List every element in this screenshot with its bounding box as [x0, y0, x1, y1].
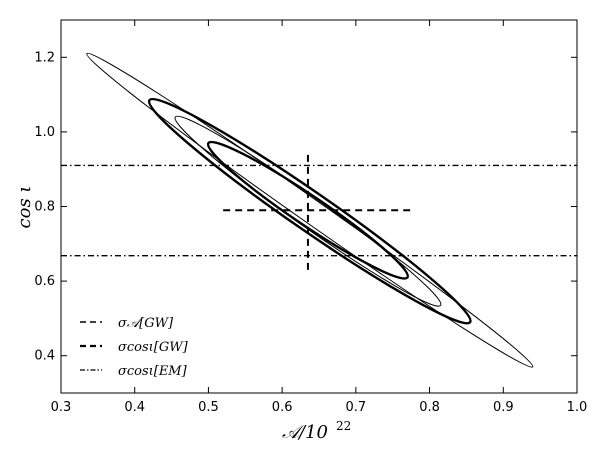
legend-label-2: σcosι[GW] — [118, 340, 189, 355]
y-tick-label: 1.2 — [34, 50, 55, 65]
x-tick-label: 0.4 — [124, 400, 145, 415]
contour-ellipse-1 — [86, 52, 534, 368]
x-tick-label: 0.6 — [272, 400, 293, 415]
legend-label-1: σ𝒜[GW] — [118, 316, 174, 331]
x-tick-label: 0.7 — [346, 400, 367, 415]
x-tick-label: 0.9 — [493, 400, 514, 415]
contour-ellipse-4 — [206, 140, 409, 280]
y-tick-label: 1.0 — [34, 125, 55, 140]
y-tick-label: 0.8 — [34, 200, 55, 215]
x-tick-label: 0.3 — [51, 400, 72, 415]
y-tick-label: 0.4 — [34, 349, 55, 364]
x-axis-label: 𝒜/10 22 — [282, 419, 351, 443]
legend-label-3: σcosι[EM] — [118, 364, 188, 379]
x-tick-label: 0.8 — [419, 400, 440, 415]
x-tick-label: 0.5 — [198, 400, 219, 415]
ticks: 0.3 0.4 0.5 0.6 0.7 0.8 0.9 1.0 0.4 0.6 0.8 1.0 1.2 — [34, 20, 587, 415]
y-axis-label: cos ι — [14, 186, 35, 229]
contour-ellipse-2 — [147, 97, 472, 325]
x-tick-label: 1.0 — [567, 400, 588, 415]
y-tick-label: 0.6 — [34, 274, 55, 289]
legend: σ𝒜[GW] σcosι[GW] σcosι[EM] — [80, 316, 189, 379]
plot-elements — [61, 52, 577, 368]
x-axis-label-exponent: 22 — [336, 419, 351, 433]
plot-background — [61, 20, 577, 393]
